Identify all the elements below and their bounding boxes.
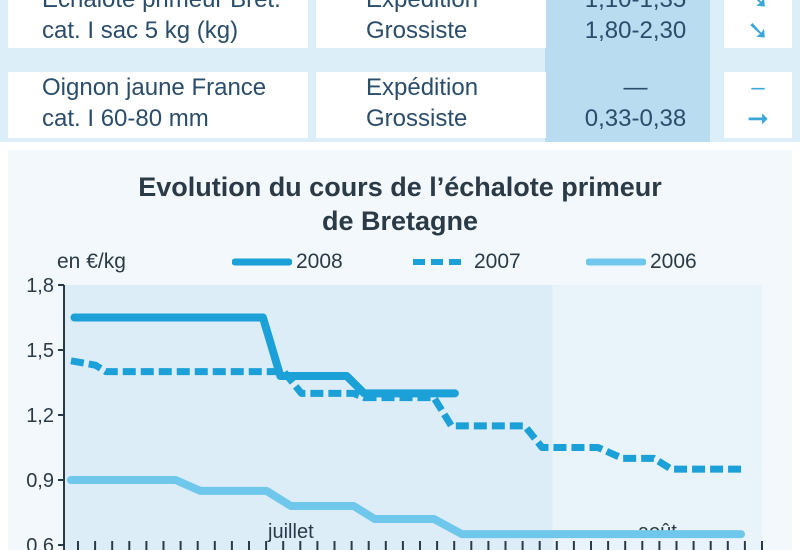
plot-area-shaded-region — [552, 285, 762, 550]
legend-item-2008: 2008 — [232, 250, 362, 276]
trend-cell: ➘ ➘ — [724, 0, 792, 48]
chart-title-line-1: Evolution du cours de l’échalote primeur — [138, 172, 662, 202]
series-line-2008 — [70, 313, 459, 398]
legend-label-2006: 2006 — [650, 250, 697, 273]
product-cell: Oignon jaune France cat. I 60-80 mm — [8, 72, 308, 138]
table-row: Oignon jaune France cat. I 60-80 mm Expé… — [8, 72, 792, 138]
legend-item-2007: 2007 — [410, 250, 540, 276]
price-grossiste: 1,80-2,30 — [584, 17, 687, 44]
price-grossiste: 0,33-0,38 — [584, 105, 687, 132]
table-row: Echalote primeur Bret. cat. I sac 5 kg (… — [8, 0, 792, 48]
price-table: Echalote primeur Bret. cat. I sac 5 kg (… — [0, 0, 800, 142]
price-column-highlight — [545, 0, 710, 142]
y-tick-label: 0,6 — [26, 535, 54, 550]
price-cell: — 0,33-0,38 — [553, 72, 718, 138]
legend-label-2008: 2008 — [296, 250, 343, 273]
price-expedition: — — [623, 74, 648, 101]
legend-label-2007: 2007 — [474, 250, 521, 273]
product-name: Echalote primeur Bret. — [42, 0, 308, 15]
product-cell: Echalote primeur Bret. cat. I sac 5 kg (… — [8, 0, 308, 48]
trend-cell: – ➞ — [724, 72, 792, 138]
y-tick-label: 1,5 — [26, 340, 54, 362]
series-line-2007 — [70, 357, 742, 473]
product-spec: cat. I 60-80 mm — [42, 105, 209, 132]
stage-cell: Expédition Grossiste — [316, 0, 546, 48]
chart-title-line-2: de Bretagne — [321, 206, 479, 236]
legend-swatch-2006 — [586, 258, 646, 266]
product-name: Oignon jaune France — [42, 74, 267, 101]
y-axis-unit-label: en €/kg — [57, 250, 126, 273]
stage-expedition: Expédition — [366, 74, 479, 101]
plot-area-background — [64, 285, 553, 550]
price-expedition: 1,10-1,35 — [553, 0, 718, 15]
chart-title: Evolution du cours de l’échalote primeur… — [0, 170, 800, 238]
legend-swatch-2007 — [413, 259, 467, 265]
price-cell: 1,10-1,35 1,80-2,30 — [553, 0, 718, 48]
legend-item-2006: 2006 — [586, 250, 716, 276]
y-tick-label: 1,8 — [26, 275, 54, 297]
stage-grossiste: Grossiste — [366, 105, 468, 132]
stage-cell: Expédition Grossiste — [316, 72, 546, 138]
dash-icon: – — [751, 74, 765, 101]
x-month-label: juillet — [267, 521, 314, 543]
down-right-arrow-icon: ➘ — [724, 0, 792, 15]
y-tick-label: 0,9 — [26, 470, 54, 492]
y-tick-label: 1,2 — [26, 405, 54, 427]
series-line-2006 — [66, 476, 746, 539]
product-spec: cat. I sac 5 kg (kg) — [42, 17, 239, 44]
legend-swatch-2008 — [232, 258, 292, 266]
down-right-arrow-icon: ➘ — [747, 15, 769, 45]
stage-grossiste: Grossiste — [366, 17, 468, 44]
right-arrow-icon: ➞ — [747, 103, 769, 133]
stage-expedition: Expédition — [366, 0, 546, 15]
